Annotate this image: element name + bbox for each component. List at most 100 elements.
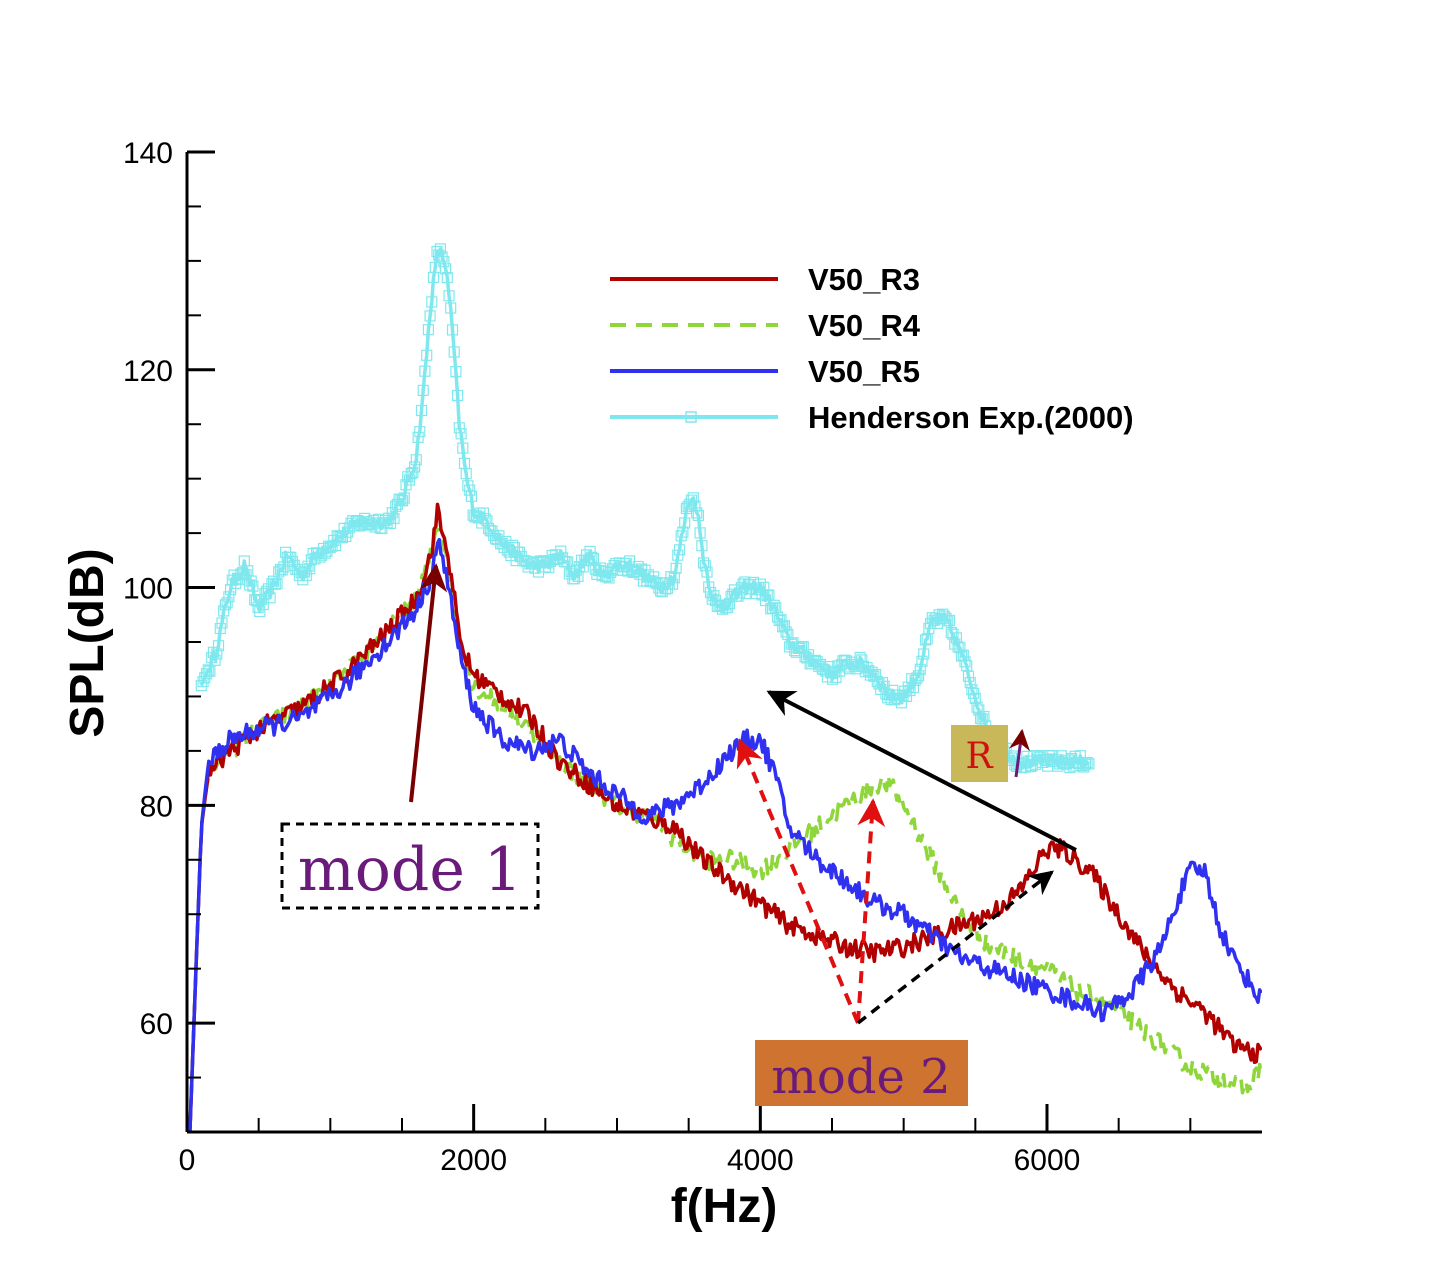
x-tick-label: 0 — [179, 1144, 196, 1177]
henderson-point-marker — [285, 551, 297, 564]
henderson-point-marker — [197, 675, 209, 688]
henderson-point-marker — [443, 290, 455, 302]
henderson-point-marker — [269, 578, 281, 590]
r4-dashed-arrow-up-left — [736, 738, 860, 1024]
henderson-point-marker — [969, 692, 981, 705]
henderson-point-marker — [912, 670, 925, 682]
series-line-v50-r4 — [188, 527, 1262, 1132]
henderson-point-marker — [916, 655, 928, 667]
henderson-point-marker — [636, 563, 648, 575]
henderson-point-marker — [648, 571, 660, 583]
henderson-point-marker — [221, 597, 233, 609]
henderson-point-marker — [216, 617, 228, 629]
henderson-point-marker — [409, 461, 421, 473]
henderson-point-marker — [943, 614, 956, 627]
henderson-point-marker — [452, 389, 464, 402]
henderson-point-marker — [830, 671, 842, 684]
henderson-point-marker — [568, 573, 581, 585]
henderson-point-marker — [587, 552, 600, 565]
henderson-point-marker — [426, 296, 438, 308]
henderson-point-marker — [919, 634, 932, 646]
henderson-point-marker — [209, 654, 221, 666]
henderson-point-marker — [586, 551, 598, 563]
henderson-point-marker — [254, 605, 266, 618]
henderson-point-marker — [911, 672, 923, 684]
henderson-point-marker — [448, 346, 460, 358]
henderson-point-marker — [460, 468, 472, 480]
henderson-point-marker — [271, 577, 283, 590]
henderson-point-marker — [424, 310, 436, 322]
henderson-point-marker — [421, 349, 433, 361]
henderson-point-marker — [446, 324, 459, 336]
x-tick-label: 4000 — [727, 1144, 794, 1177]
henderson-point-marker — [422, 324, 434, 336]
henderson-point-marker — [302, 560, 314, 572]
henderson-point-marker — [493, 530, 505, 542]
henderson-point-marker — [697, 557, 710, 569]
henderson-point-marker — [900, 690, 913, 703]
ticks: 60 80 100 120 140 0 2000 4000 6000 — [123, 137, 1192, 1177]
legend-label-r3: V50_R3 — [808, 262, 920, 297]
henderson-point-marker — [300, 569, 312, 582]
mode-shift-arrow — [766, 690, 1077, 852]
legend-label-r5: V50_R5 — [808, 354, 920, 389]
henderson-point-marker — [264, 592, 276, 604]
henderson-point-marker — [966, 684, 978, 696]
henderson-point-marker — [223, 591, 235, 603]
henderson-point-marker — [407, 467, 419, 479]
henderson-point-marker — [204, 665, 216, 677]
henderson-point-marker — [962, 670, 975, 682]
henderson-point-marker — [689, 500, 701, 512]
y-tick-label: 80 — [140, 790, 173, 823]
r3-dashed-arrow-right — [856, 870, 1054, 1025]
henderson-point-marker — [438, 256, 450, 268]
henderson-point-marker — [219, 599, 231, 611]
henderson-point-marker — [388, 512, 400, 525]
henderson-point-marker — [202, 664, 214, 676]
henderson-point-marker — [761, 590, 773, 602]
henderson-point-marker — [584, 545, 596, 558]
henderson-point-marker — [677, 526, 689, 538]
henderson-point-marker — [412, 431, 424, 443]
x-tick-label: 6000 — [1014, 1144, 1081, 1177]
henderson-point-marker — [414, 426, 426, 438]
henderson-point-marker — [453, 422, 465, 434]
legend-label-r4: V50_R4 — [808, 308, 921, 343]
henderson-point-marker — [701, 566, 713, 578]
henderson-point-marker — [341, 526, 354, 538]
henderson-point-marker — [403, 474, 416, 486]
y-axis-label: SPL(dB) — [61, 548, 114, 737]
x-axis-label: f(Hz) — [671, 1180, 778, 1233]
henderson-point-marker — [218, 605, 230, 617]
henderson-point-marker — [876, 677, 889, 689]
henderson-point-marker — [696, 540, 708, 552]
henderson-point-marker — [976, 713, 988, 725]
henderson-point-marker — [954, 642, 966, 654]
henderson-point-marker — [675, 530, 687, 542]
henderson-point-marker — [666, 578, 679, 590]
x-tick-label: 2000 — [440, 1144, 507, 1177]
henderson-point-marker — [692, 509, 705, 522]
henderson-point-marker — [477, 507, 489, 519]
mode1-label: mode 1 — [298, 835, 522, 905]
series-line-v50-r3 — [188, 502, 1262, 1132]
annotations: mode 1 mode 2 R — [280, 563, 1077, 1106]
henderson-point-marker — [247, 580, 259, 592]
henderson-point-marker — [417, 384, 429, 396]
y-tick-label: 120 — [123, 355, 173, 388]
r-up-arrow-icon — [1009, 728, 1030, 778]
henderson-point-marker — [854, 651, 866, 664]
y-tick-label: 60 — [140, 1008, 173, 1041]
henderson-point-marker — [914, 663, 926, 675]
henderson-point-marker — [200, 668, 213, 680]
henderson-point-marker — [1081, 756, 1093, 769]
henderson-point-marker — [457, 442, 469, 454]
henderson-point-marker — [419, 365, 431, 377]
henderson-point-marker — [211, 648, 223, 660]
henderson-point-marker — [465, 490, 477, 502]
henderson-point-marker — [691, 507, 703, 519]
henderson-point-marker — [679, 517, 691, 529]
henderson-point-marker — [940, 612, 952, 624]
henderson-point-marker — [398, 492, 410, 504]
